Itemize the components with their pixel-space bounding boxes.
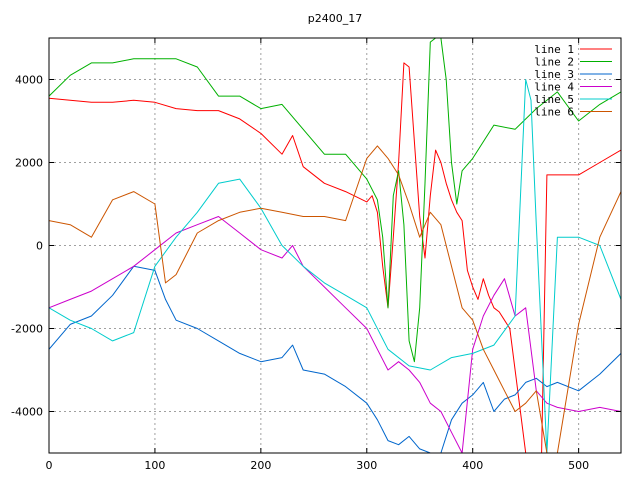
series-line-4 [49,216,621,453]
grid-layer [49,38,621,453]
y-tick-label: 2000 [15,157,43,170]
legend-label-line-2: line 2 [534,56,574,69]
y-tick-label: 4000 [15,74,43,87]
series-line-3 [49,265,621,453]
x-tick-label: 500 [568,459,589,472]
series-layer [49,38,621,453]
chart-title: p2400_17 [308,12,362,25]
legend-label-line-4: line 4 [534,81,574,94]
x-tick-label: 400 [462,459,483,472]
x-tick-label: 100 [144,459,165,472]
legend-label-line-5: line 5 [534,93,574,106]
y-tick-label: -4000 [11,406,43,419]
x-tick-label: 300 [356,459,377,472]
legend-label-line-3: line 3 [534,68,574,81]
series-line-5 [49,79,621,453]
x-tick-label: 200 [250,459,271,472]
legend-label-line-6: line 6 [534,106,574,119]
legend-label-line-1: line 1 [534,43,574,56]
y-tick-label: 0 [36,240,43,253]
series-line-6 [49,145,621,453]
tick-layer: 0 100 200 300 400 500 -4000 -2000 0 2000 4000 [11,38,621,472]
y-tick-label: -2000 [11,323,43,336]
x-tick-label: 0 [46,459,53,472]
series-line-1 [49,62,621,453]
series-line-2 [49,38,621,363]
